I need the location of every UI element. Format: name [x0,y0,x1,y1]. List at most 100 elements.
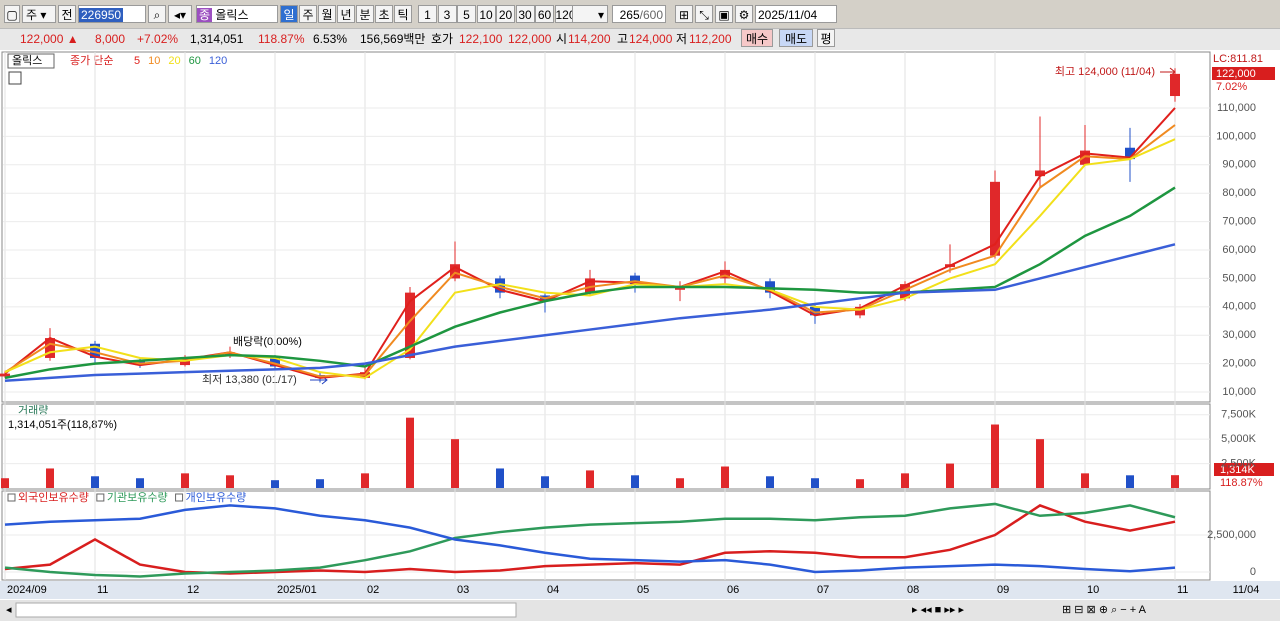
sound-button[interactable]: ◂▾ [168,5,192,23]
candle-body [1170,73,1180,97]
price-panel [1,51,1211,403]
turnover: 6.53% [313,32,348,46]
sell-button[interactable]: 매도 [779,29,813,47]
lc-label: LC:811.81 [1213,53,1263,65]
y-tick-label: 2,500K [1221,457,1257,469]
legend-swatch [175,493,184,502]
code: 226950 [79,8,124,22]
unit-button[interactable]: 월 [318,5,336,23]
annotation-low: 최저 13,380 (01/17) [202,373,297,386]
high: 124,000 [629,32,673,46]
name-box[interactable]: 종 올릭스 [196,5,278,23]
volume-title: 거래량 [18,404,48,417]
legend-entry: 외국인보유수량 [18,491,89,504]
y-tick-label: 10,000 [1222,386,1256,398]
y-tick-label: 50,000 [1222,272,1256,284]
legend-entry: 120 [209,55,227,67]
price-box-label: 122,000 [1216,68,1256,80]
scroll-thumb[interactable] [15,602,517,618]
candle-body [585,278,595,293]
price-box [1212,67,1275,80]
amount: 156,569백만 [360,32,426,46]
count-button[interactable]: 60 [535,5,554,23]
volume-box [1214,463,1274,476]
y-tick-label: 0 [1250,566,1256,578]
ask: 122,100 [459,32,503,46]
tool-icon[interactable]: ⤡ [695,5,713,23]
x-axis-bar [0,581,1280,599]
price: 122,000 ▲ [20,32,79,46]
volume-bar [271,480,279,488]
legend-name: 올릭스 [12,54,42,67]
volume-bar [1171,475,1179,488]
legend-prefix: 종가 단순 [70,54,114,67]
count-button[interactable]: 30 [515,5,535,23]
bid: 122,000 [508,32,552,46]
volume-bar [1036,439,1044,488]
period-select[interactable]: 주 ▾ [22,5,56,23]
tool-icon[interactable]: ⚙ [735,5,753,23]
candle-body [855,306,865,316]
date-box[interactable]: 2025/11/04 [755,5,837,23]
count-button[interactable]: 5 [457,5,476,23]
x-tick-label: 12 [187,584,199,596]
candle-body [225,352,235,356]
buy-button[interactable]: 매수 [741,29,773,47]
volume-bar [586,470,594,488]
count-button[interactable]: 120 [554,5,574,23]
volume-bar [451,439,459,488]
y-tick-label: 2,500,000 [1207,529,1256,541]
volume-bar [1081,473,1089,488]
volume-bar [1126,475,1134,488]
x-tick-label: 02 [367,584,379,596]
count-button[interactable]: 1 [418,5,437,23]
unit-button[interactable]: 년 [337,5,355,23]
x-end-label: 11/04 [1233,584,1260,596]
empty-select[interactable]: ▾ [572,5,608,23]
x-tick-label: 10 [1087,584,1099,596]
search-button[interactable]: ⌕ [148,5,166,23]
code-input[interactable]: 226950 [78,5,146,23]
rate: +7.02% [137,32,179,46]
count-box[interactable]: 265/600 [612,5,666,23]
calendar-icon[interactable] [8,71,22,85]
x-tick-label: 08 [907,584,919,596]
y-tick-label: 100,000 [1216,130,1256,142]
candle-body [405,292,415,358]
volume-bar [181,473,189,488]
x-tick-label: 11 [1177,584,1188,596]
candle-body [675,286,685,290]
avg-button[interactable]: 평 [817,29,835,47]
playback-controls[interactable]: ▸ ◂◂ ■ ▸▸ ▸ [912,604,964,616]
menu-icon[interactable]: ▢ [4,5,20,23]
y-tick-label: 90,000 [1222,159,1256,171]
count-button[interactable]: 20 [496,5,515,23]
unit-button[interactable]: 분 [356,5,374,23]
bid-label: 호가 [431,32,454,46]
candle-body [270,357,280,367]
candle-body [810,306,820,316]
tool-icon[interactable]: ⊞ [675,5,693,23]
series-line [4,186,1176,380]
count-button[interactable]: 10 [476,5,496,23]
y-tick-label: 20,000 [1222,358,1256,370]
unit-button[interactable]: 틱 [394,5,412,23]
volume-bar [991,424,999,488]
candle-body [495,278,505,293]
zoom-tools[interactable]: ⊞ ⊟ ⊠ ⊕ ⌕ − + A [1062,604,1147,616]
legend-entry: 60 [189,55,201,67]
series-line [4,243,1176,382]
scroll-left[interactable]: ◂ [6,604,12,616]
unit-button[interactable]: 초 [375,5,393,23]
y-tick-label: 40,000 [1222,301,1256,313]
unit-button[interactable]: 일 [280,5,298,23]
period: 주 [26,8,38,22]
low-label: 저 [676,32,688,46]
tool-icon[interactable]: ▣ [715,5,733,23]
volume-bar [901,473,909,488]
prev-button[interactable]: 전 [58,5,76,23]
count-button[interactable]: 3 [437,5,457,23]
volume-bar [496,468,504,488]
unit-button[interactable]: 주 [299,5,317,23]
y-tick-label: 60,000 [1222,244,1256,256]
